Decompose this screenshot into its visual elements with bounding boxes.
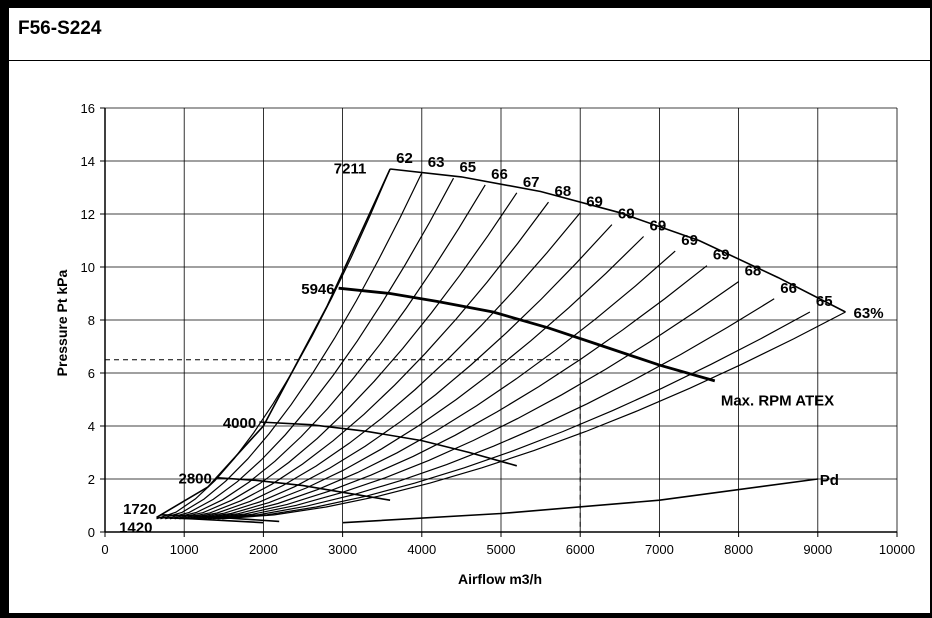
title-divider <box>9 60 932 61</box>
efficiency-line <box>179 201 549 520</box>
x-tick-label: 6000 <box>566 542 595 557</box>
speed-label-2800: 2800 <box>179 471 212 488</box>
efficiency-label: 69 <box>650 218 667 235</box>
y-tick-label: 16 <box>81 101 95 116</box>
efficiency-label: 63% <box>854 305 884 322</box>
efficiency-line <box>160 172 423 520</box>
efficiency-label: 63 <box>428 154 445 171</box>
efficiency-line <box>184 212 581 520</box>
x-tick-label: 4000 <box>407 542 436 557</box>
efficiency-label: 66 <box>491 166 508 183</box>
speed-label-5946: 5946 <box>301 281 334 298</box>
x-tick-label: 8000 <box>724 542 753 557</box>
speed-curve-1720 <box>160 514 280 523</box>
speed-curve-5946 <box>338 286 716 383</box>
pd-label: Pd <box>820 472 839 489</box>
efficiency-line <box>165 177 455 520</box>
efficiency-label: 66 <box>780 280 797 297</box>
efficiency-line <box>203 265 708 520</box>
efficiency-line <box>174 192 518 520</box>
efficiency-line <box>222 311 846 520</box>
efficiency-label: 69 <box>618 206 635 223</box>
speed-curve-1420 <box>156 516 264 524</box>
efficiency-label: 67 <box>523 174 540 191</box>
annotation-max-rpm-atex: Max. RPM ATEX <box>721 393 834 410</box>
efficiency-label: 68 <box>745 263 762 280</box>
efficiency-envelope <box>390 168 846 313</box>
speed-label-1720: 1720 <box>123 501 156 518</box>
speed-label-1420: 1420 <box>119 520 152 537</box>
x-tick-label: 2000 <box>249 542 278 557</box>
y-tick-label: 4 <box>88 419 95 434</box>
efficiency-line <box>198 250 676 520</box>
speed-label-4000: 4000 <box>223 415 256 432</box>
x-tick-label: 5000 <box>487 542 516 557</box>
y-tick-label: 0 <box>88 525 95 540</box>
efficiency-line <box>217 311 811 520</box>
speed-label-7211: 7211 <box>334 161 367 178</box>
chart-title: F56-S224 <box>18 18 102 39</box>
speed-curve-7211 <box>156 168 391 519</box>
efficiency-line <box>193 236 645 520</box>
x-tick-label: 1000 <box>170 542 199 557</box>
efficiency-line <box>207 281 739 520</box>
x-tick-label: 0 <box>101 542 108 557</box>
efficiency-line <box>169 184 486 520</box>
efficiency-line <box>156 168 391 520</box>
y-tick-label: 14 <box>81 154 95 169</box>
x-tick-label: 3000 <box>328 542 357 557</box>
x-tick-label: 10000 <box>879 542 915 557</box>
efficiency-label: 69 <box>713 247 730 264</box>
efficiency-line <box>188 224 613 520</box>
efficiency-label: 65 <box>816 293 833 310</box>
y-axis-label: Pressure Pt kPa <box>54 269 70 376</box>
efficiency-label: 62 <box>396 150 413 167</box>
efficiency-line <box>212 298 775 520</box>
efficiency-label: 68 <box>555 183 572 200</box>
x-tick-label: 7000 <box>645 542 674 557</box>
y-tick-label: 2 <box>88 472 95 487</box>
x-tick-label: 9000 <box>803 542 832 557</box>
y-tick-label: 6 <box>88 366 95 381</box>
speed-curve-2800 <box>215 476 391 501</box>
efficiency-label: 69 <box>586 194 603 211</box>
speed-curve-4000 <box>259 421 518 467</box>
efficiency-label: 69 <box>681 232 698 249</box>
y-tick-label: 10 <box>81 260 95 275</box>
y-tick-label: 8 <box>88 313 95 328</box>
x-axis-label: Airflow m3/h <box>458 571 542 587</box>
efficiency-label: 65 <box>459 159 476 176</box>
labels-group: 0 1000 2000 3000 4000 5000 6000 7000 8000 9000 100… <box>81 101 916 557</box>
curves-group <box>105 168 846 532</box>
y-tick-label: 12 <box>81 207 95 222</box>
